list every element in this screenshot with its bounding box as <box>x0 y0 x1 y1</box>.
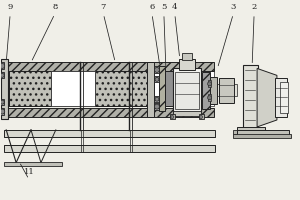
Bar <box>170 114 175 119</box>
Bar <box>1 59 8 119</box>
Bar <box>0 108 4 115</box>
Bar <box>233 134 291 138</box>
Bar <box>211 77 218 104</box>
Bar <box>208 94 212 101</box>
Circle shape <box>0 63 5 68</box>
Bar <box>275 78 287 117</box>
Bar <box>95 71 147 106</box>
Bar <box>4 162 62 166</box>
Text: 4: 4 <box>172 3 178 11</box>
Bar <box>208 80 212 87</box>
Circle shape <box>0 100 4 104</box>
Bar <box>237 127 265 132</box>
Bar <box>154 96 159 102</box>
Bar <box>182 53 192 60</box>
Bar <box>233 130 269 134</box>
Text: 5: 5 <box>161 3 167 11</box>
Bar <box>237 130 289 135</box>
Circle shape <box>154 67 159 72</box>
Bar <box>179 59 195 70</box>
Bar <box>1 71 214 106</box>
Bar <box>173 68 201 113</box>
Polygon shape <box>257 68 277 127</box>
Circle shape <box>155 97 159 101</box>
Bar <box>280 82 288 113</box>
Bar <box>173 111 201 116</box>
Bar <box>202 72 211 109</box>
Circle shape <box>208 96 212 100</box>
Text: 6: 6 <box>149 3 154 11</box>
Bar <box>154 103 159 110</box>
Bar <box>219 78 234 103</box>
Bar <box>4 108 214 117</box>
Bar <box>4 130 215 137</box>
Circle shape <box>200 116 202 118</box>
Bar <box>165 71 173 106</box>
Bar <box>0 62 4 69</box>
Bar <box>51 71 95 106</box>
Bar <box>0 99 4 105</box>
Bar <box>218 84 237 96</box>
Circle shape <box>154 104 159 109</box>
Text: 8: 8 <box>52 3 58 11</box>
Bar <box>147 62 154 117</box>
Bar <box>159 66 165 111</box>
Bar <box>4 145 215 152</box>
Circle shape <box>171 116 174 118</box>
Circle shape <box>0 73 4 77</box>
Text: 3: 3 <box>231 3 236 11</box>
Text: 2: 2 <box>251 3 257 11</box>
Bar <box>4 62 214 71</box>
Bar <box>9 71 51 106</box>
Text: 9: 9 <box>8 3 13 11</box>
Bar <box>243 65 258 130</box>
Text: 7: 7 <box>101 3 106 11</box>
Circle shape <box>0 109 5 114</box>
Bar <box>154 66 159 73</box>
Bar <box>199 114 203 119</box>
Circle shape <box>208 82 212 86</box>
Circle shape <box>155 77 159 81</box>
Bar <box>154 76 159 82</box>
Bar <box>0 72 4 78</box>
Bar <box>175 72 199 109</box>
Text: 11: 11 <box>24 168 34 176</box>
